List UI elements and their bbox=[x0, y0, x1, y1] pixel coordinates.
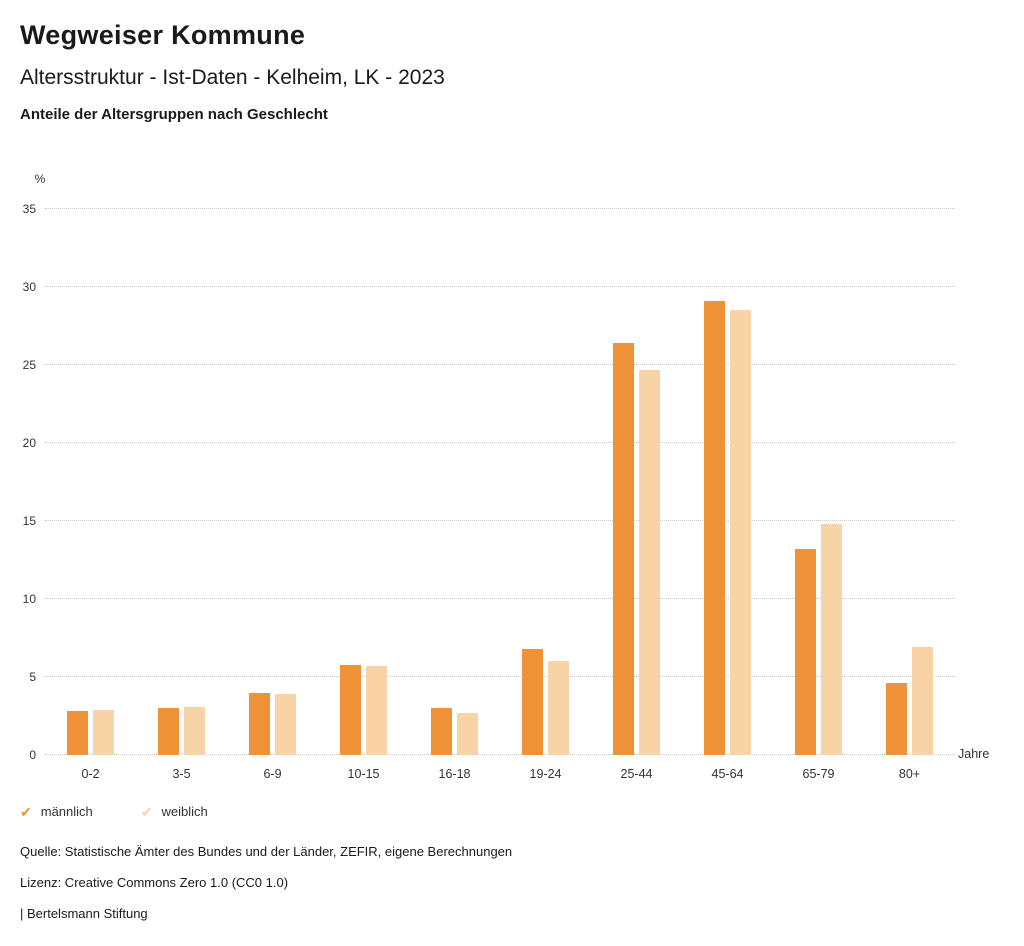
legend: ✔ männlich ✔ weiblich bbox=[20, 804, 208, 819]
gridline bbox=[45, 520, 955, 521]
legend-label: weiblich bbox=[161, 804, 208, 819]
bar-group-6-9 bbox=[227, 209, 318, 755]
bar-weiblich-0-2 bbox=[93, 709, 114, 755]
bar-weiblich-10-15 bbox=[366, 666, 387, 755]
bar-männlich-45-64 bbox=[704, 301, 725, 755]
gridline bbox=[45, 598, 955, 599]
bar-männlich-80+ bbox=[886, 683, 907, 755]
bar-männlich-10-15 bbox=[340, 664, 361, 755]
brand-text: | Bertelsmann Stiftung bbox=[20, 906, 148, 921]
bar-weiblich-6-9 bbox=[275, 694, 296, 755]
x-tick-label: 10-15 bbox=[347, 767, 380, 781]
bar-männlich-3-5 bbox=[158, 708, 179, 755]
gridline bbox=[45, 286, 955, 287]
bar-männlich-0-2 bbox=[67, 711, 88, 755]
source-text: Quelle: Statistische Ämter des Bundes un… bbox=[20, 844, 513, 859]
legend-label: männlich bbox=[40, 804, 93, 819]
bar-group-16-18 bbox=[409, 209, 500, 755]
bar-weiblich-3-5 bbox=[184, 706, 205, 755]
license-text: Lizenz: Creative Commons Zero 1.0 (CC0 1… bbox=[20, 875, 289, 890]
x-axis-unit-label: Jahre bbox=[958, 747, 990, 761]
bar-weiblich-65-79 bbox=[821, 524, 842, 755]
grid-layer bbox=[45, 208, 955, 755]
check-icon: ✔ bbox=[140, 803, 153, 820]
x-tick-label: 25-44 bbox=[620, 767, 653, 781]
x-tick-label: 45-64 bbox=[711, 767, 744, 781]
plot-area bbox=[45, 208, 955, 755]
bar-weiblich-25-44 bbox=[639, 369, 660, 755]
y-axis: 0 5 10 15 20 25 30 35 bbox=[0, 203, 36, 761]
x-tick-label: 65-79 bbox=[802, 767, 835, 781]
bar-group-3-5 bbox=[136, 209, 227, 755]
bar-group-65-79 bbox=[773, 209, 864, 755]
x-tick-label: 6-9 bbox=[263, 767, 282, 781]
y-axis-unit-label: % bbox=[34, 172, 46, 186]
y-tick-label: 25 bbox=[22, 358, 36, 372]
bar-group-19-24 bbox=[500, 209, 591, 755]
x-axis-labels: 0-2 3-5 6-9 10-15 16-18 19-24 25-44 45-64 65-79 8… bbox=[45, 767, 955, 781]
bar-group-80+ bbox=[864, 209, 955, 755]
x-tick-label: 80+ bbox=[898, 767, 921, 781]
bar-männlich-16-18 bbox=[431, 708, 452, 755]
y-tick-label: 5 bbox=[29, 670, 36, 684]
x-tick-label: 3-5 bbox=[172, 767, 191, 781]
bar-group-0-2 bbox=[45, 209, 136, 755]
legend-item-weiblich[interactable]: ✔ weiblich bbox=[141, 804, 208, 819]
page-title: Wegweiser Kommune bbox=[20, 20, 306, 50]
legend-item-maennlich[interactable]: ✔ männlich bbox=[20, 804, 93, 819]
bar-group-25-44 bbox=[591, 209, 682, 755]
bar-männlich-25-44 bbox=[613, 343, 634, 755]
bar-group-45-64 bbox=[682, 209, 773, 755]
chart-heading: Anteile der Altersgruppen nach Geschlech… bbox=[20, 106, 328, 123]
bar-weiblich-19-24 bbox=[548, 661, 569, 755]
bar-weiblich-16-18 bbox=[457, 712, 478, 755]
gridline bbox=[45, 208, 955, 209]
y-tick-label: 20 bbox=[22, 436, 36, 450]
chart-subtitle: Altersstruktur - Ist-Daten - Kelheim, LK… bbox=[20, 66, 445, 89]
bars-layer bbox=[45, 209, 955, 755]
gridline bbox=[45, 364, 955, 365]
bar-weiblich-80+ bbox=[912, 647, 933, 755]
bar-weiblich-45-64 bbox=[730, 310, 751, 755]
gridline bbox=[45, 676, 955, 677]
bar-männlich-19-24 bbox=[522, 648, 543, 755]
y-tick-label: 0 bbox=[29, 748, 36, 762]
bar-group-10-15 bbox=[318, 209, 409, 755]
y-tick-label: 10 bbox=[22, 592, 36, 606]
y-tick-label: 35 bbox=[22, 202, 36, 216]
x-tick-label: 16-18 bbox=[438, 767, 471, 781]
check-icon: ✔ bbox=[20, 803, 32, 820]
y-tick-label: 15 bbox=[22, 514, 36, 528]
bar-männlich-6-9 bbox=[249, 692, 270, 755]
y-tick-label: 30 bbox=[22, 280, 36, 294]
x-tick-label: 19-24 bbox=[529, 767, 562, 781]
bar-männlich-65-79 bbox=[795, 549, 816, 755]
gridline bbox=[45, 754, 955, 755]
x-tick-label: 0-2 bbox=[81, 767, 100, 781]
gridline bbox=[45, 442, 955, 443]
